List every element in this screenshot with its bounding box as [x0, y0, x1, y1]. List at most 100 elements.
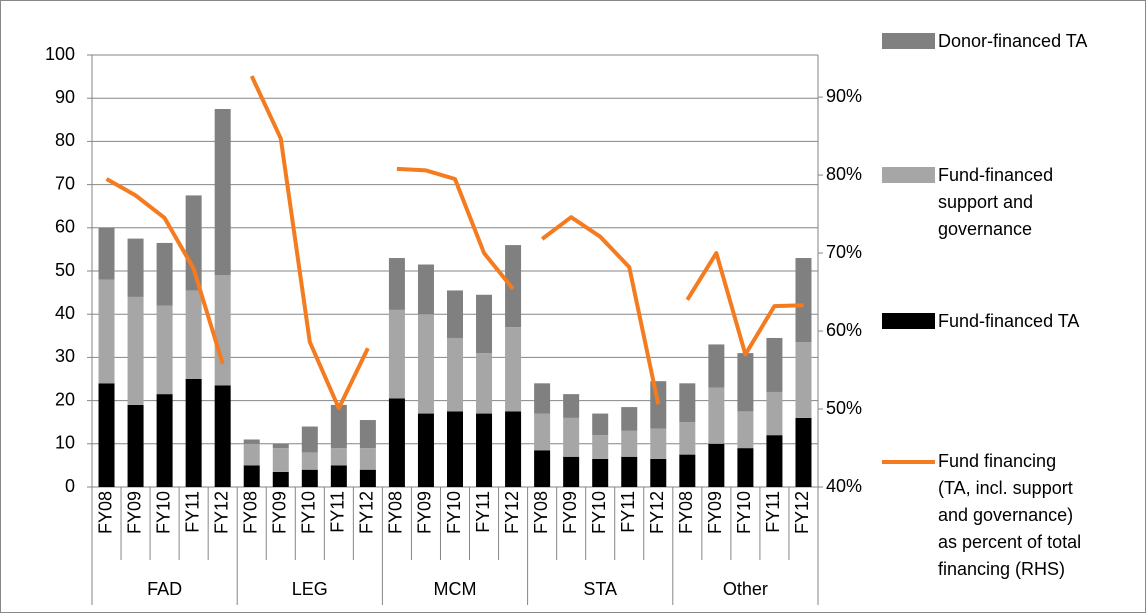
- bar-segment: [534, 383, 551, 414]
- bar-segment: [795, 417, 812, 487]
- bar-segment: [156, 242, 173, 306]
- x-tick-label: FY09: [560, 491, 580, 534]
- y-tick-label: 50: [55, 260, 75, 280]
- bar-segment: [534, 413, 551, 451]
- bar-segment: [679, 383, 696, 423]
- y-tick-label: 60: [55, 217, 75, 237]
- bar-segment: [127, 296, 144, 405]
- bar-segment: [388, 398, 405, 487]
- bar-segment: [301, 452, 318, 470]
- bar-segment: [621, 430, 638, 457]
- legend-label: Fund financing (TA, incl. support and go…: [938, 451, 1082, 579]
- x-tick-label: FY11: [473, 491, 493, 533]
- bar-segment: [505, 411, 522, 487]
- bar-segment: [388, 309, 405, 399]
- bar-segment: [737, 411, 754, 449]
- bar-segment: [679, 422, 696, 455]
- bar-segment: [447, 337, 463, 412]
- bar-segment: [447, 290, 463, 338]
- y2-tick-label: 40%: [826, 476, 862, 496]
- y-tick-label: 0: [65, 476, 75, 496]
- bar-segment: [766, 435, 783, 487]
- bar-segment: [650, 428, 667, 459]
- bar-segment: [795, 258, 812, 343]
- bar-segment: [301, 426, 318, 453]
- y-tick-label: 20: [55, 389, 75, 409]
- bar-segment: [563, 456, 580, 487]
- bar-segment: [156, 394, 173, 487]
- x-tick-label: FY11: [618, 491, 638, 533]
- line-series: [540, 215, 661, 405]
- bar-segment: [650, 381, 667, 429]
- bar-segment: [156, 305, 173, 395]
- x-tick-label: FY11: [182, 491, 202, 533]
- bar-segment: [447, 411, 463, 487]
- bar-segment: [534, 450, 551, 487]
- x-tick-label: FY11: [763, 491, 783, 533]
- y-tick-label: 30: [55, 346, 75, 366]
- y2-tick-label: 90%: [826, 86, 862, 106]
- x-tick-label: FY12: [792, 491, 812, 534]
- x-tick-label: FY09: [415, 491, 435, 534]
- bar-segment: [214, 109, 231, 276]
- x-tick-label: FY08: [95, 491, 115, 534]
- bar-segment: [708, 387, 725, 444]
- bar-segment: [592, 458, 609, 487]
- bar-segment: [243, 465, 260, 487]
- bar-segment: [417, 264, 434, 315]
- group-label: FAD: [147, 579, 182, 599]
- bar-segment: [592, 413, 609, 436]
- legend-label: Donor-financed TA: [938, 31, 1088, 51]
- x-tick-label: FY10: [589, 491, 609, 534]
- bar-segment: [359, 448, 376, 470]
- y-tick-label: 10: [55, 433, 75, 453]
- bar-segment: [766, 391, 783, 436]
- legend-label: Fund-financed TA: [938, 311, 1080, 331]
- x-tick-label: FY10: [153, 491, 173, 534]
- x-tick-label: FY09: [705, 491, 725, 534]
- bar-segment: [476, 413, 493, 487]
- bar-segment: [185, 195, 202, 291]
- bar-segment: [708, 344, 725, 388]
- bar-segment: [127, 404, 144, 487]
- bar-segment: [127, 238, 144, 297]
- bar-segment: [737, 448, 754, 487]
- bar-segment: [359, 469, 376, 487]
- group-label: Other: [723, 579, 768, 599]
- bar-segment: [330, 448, 347, 466]
- x-tick-label: FY12: [502, 491, 522, 534]
- y-tick-label: 90: [55, 87, 75, 107]
- legend-swatch: [882, 167, 935, 183]
- bar-segment: [98, 227, 115, 280]
- y-tick-label: 70: [55, 173, 75, 193]
- bar-segment: [650, 458, 667, 487]
- y-tick-label: 100: [45, 44, 75, 64]
- x-tick-label: FY08: [386, 491, 406, 534]
- bar-segment: [214, 385, 231, 487]
- bar-segment: [330, 465, 347, 487]
- bar-segment: [621, 456, 638, 487]
- bar-segment: [359, 420, 376, 449]
- bar-segment: [98, 383, 115, 487]
- bar-segment: [272, 443, 289, 449]
- x-tick-label: FY12: [647, 491, 667, 534]
- y-tick-label: 80: [55, 130, 75, 150]
- bar-segment: [272, 471, 289, 487]
- bar-segment: [301, 469, 318, 487]
- bar-segment: [185, 290, 202, 379]
- y2-tick-label: 80%: [826, 164, 862, 184]
- bar-segment: [708, 443, 725, 487]
- x-tick-label: FY12: [211, 491, 231, 534]
- x-tick-label: FY11: [328, 491, 348, 533]
- bar-segment: [330, 404, 347, 449]
- bar-segment: [795, 342, 812, 418]
- bar-segment: [185, 379, 202, 487]
- legend-swatch: [882, 313, 935, 329]
- line-series: [685, 251, 804, 357]
- bar-segment: [98, 279, 115, 384]
- line-series: [396, 166, 515, 291]
- bar-segment: [243, 439, 260, 444]
- x-tick-label: FY10: [444, 491, 464, 534]
- bar-segment: [243, 443, 260, 466]
